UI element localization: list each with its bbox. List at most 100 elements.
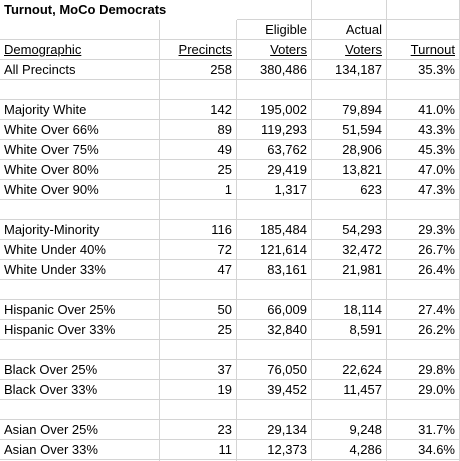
table-cell: 50	[217, 302, 232, 317]
column-header: Precincts	[178, 42, 232, 57]
grid-line	[0, 79, 460, 80]
table-cell: 47.0%	[418, 162, 455, 177]
table-cell: 29,134	[267, 422, 307, 437]
table-cell: 79,894	[342, 102, 382, 117]
row-label: White Over 80%	[4, 162, 99, 177]
table-cell: 89	[217, 122, 232, 137]
row-label: White Over 75%	[4, 142, 99, 157]
row-label: Asian Over 33%	[4, 442, 98, 457]
grid-line	[0, 459, 460, 460]
table-cell: 32,472	[342, 242, 382, 257]
grid-line	[0, 99, 460, 100]
grid-line	[0, 279, 460, 280]
table-cell: 26.4%	[418, 262, 455, 277]
table-cell: 83,161	[267, 262, 307, 277]
grid-line	[0, 299, 460, 300]
row-label: White Under 33%	[4, 262, 106, 277]
table-cell: 11	[218, 442, 233, 457]
table-cell: 142	[210, 102, 232, 117]
table-cell: 29.3%	[418, 222, 455, 237]
grid-line	[0, 359, 460, 360]
table-cell: 34.6%	[418, 442, 455, 457]
row-label: Majority-Minority	[4, 222, 100, 237]
table-cell: 51,594	[342, 122, 382, 137]
grid-line	[0, 239, 460, 240]
table-cell: 25	[217, 322, 232, 337]
table-cell: 49	[217, 142, 232, 157]
table-cell: 21,981	[342, 262, 382, 277]
grid-line	[0, 199, 460, 200]
column-header: Demographic	[4, 42, 82, 57]
grid-line	[0, 179, 460, 180]
table-cell: 8,591	[349, 322, 382, 337]
grid-line	[0, 379, 460, 380]
table-cell: 32,840	[267, 322, 307, 337]
table-cell: 1,317	[274, 182, 307, 197]
grid-line	[0, 119, 460, 120]
table-cell: 25	[217, 162, 232, 177]
table-cell: 185,484	[260, 222, 307, 237]
table-cell: 72	[217, 242, 232, 257]
grid-line	[0, 139, 460, 140]
table-cell: 47	[217, 262, 232, 277]
table-cell: 121,614	[260, 242, 307, 257]
grid-line	[0, 59, 460, 60]
table-cell: 29.8%	[418, 362, 455, 377]
row-label: Hispanic Over 33%	[4, 322, 116, 337]
grid-line	[0, 259, 460, 260]
table-cell: 29,419	[267, 162, 307, 177]
grid-line	[0, 39, 460, 40]
table-cell: 35.3%	[418, 62, 455, 77]
grid-line	[236, 0, 237, 461]
table-cell: 4,286	[349, 442, 382, 457]
table-cell: 27.4%	[418, 302, 455, 317]
grid-line	[386, 0, 387, 461]
table-cell: 9,248	[349, 422, 382, 437]
table-cell: 623	[360, 182, 382, 197]
table-cell: 22,624	[342, 362, 382, 377]
table-cell: 28,906	[342, 142, 382, 157]
grid-line	[0, 219, 460, 220]
table-cell: 45.3%	[418, 142, 455, 157]
table-cell: 134,187	[335, 62, 382, 77]
table-cell: 47.3%	[418, 182, 455, 197]
table-cell: 11,457	[343, 382, 382, 397]
table-cell: 13,821	[342, 162, 382, 177]
table-cell: 119,293	[260, 122, 307, 137]
column-header: Voters	[345, 42, 382, 57]
table-cell: 31.7%	[418, 422, 455, 437]
grid-line	[311, 0, 312, 461]
table-cell: 54,293	[342, 222, 382, 237]
grid-line	[0, 339, 460, 340]
grid-line	[159, 0, 160, 461]
table-cell: 29.0%	[418, 382, 455, 397]
grid-line	[0, 419, 460, 420]
table-cell: 43.3%	[418, 122, 455, 137]
table-cell: 116	[211, 222, 232, 237]
grid-line	[0, 439, 460, 440]
table-cell: 12,373	[267, 442, 307, 457]
table-cell: 18,114	[343, 302, 382, 317]
row-label: Majority White	[4, 102, 87, 117]
table-cell: 26.7%	[418, 242, 455, 257]
grid-line	[0, 399, 460, 400]
table-cell: 76,050	[267, 362, 307, 377]
column-header: Turnout	[410, 42, 455, 57]
table-cell: 26.2%	[418, 322, 455, 337]
column-header-top: Eligible	[265, 22, 307, 37]
table-cell: 66,009	[267, 302, 307, 317]
row-label: Black Over 33%	[4, 382, 98, 397]
table-cell: 23	[217, 422, 232, 437]
table-cell: 39,452	[267, 382, 307, 397]
sheet-title: Turnout, MoCo Democrats	[0, 0, 237, 20]
table-cell: 380,486	[260, 62, 307, 77]
grid-line	[0, 319, 460, 320]
row-label: White Over 90%	[4, 182, 99, 197]
row-label: Black Over 25%	[4, 362, 98, 377]
table-cell: 63,762	[267, 142, 307, 157]
table-cell: 37	[217, 362, 232, 377]
table-cell: 19	[217, 382, 232, 397]
table-cell: 1	[224, 182, 232, 197]
grid-line	[0, 159, 460, 160]
